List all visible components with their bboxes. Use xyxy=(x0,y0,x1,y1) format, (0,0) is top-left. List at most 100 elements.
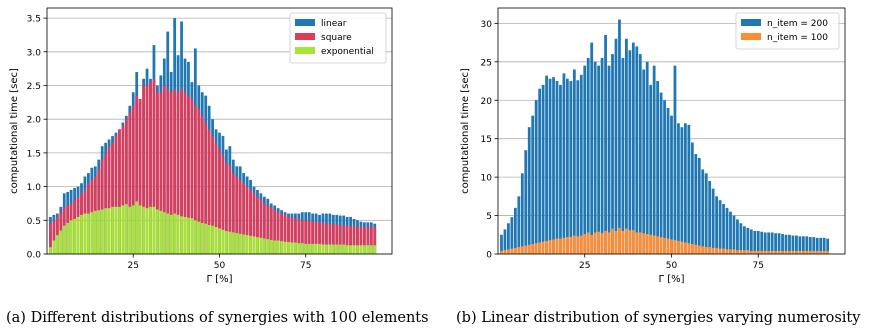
bar-series-1 xyxy=(524,150,528,254)
bar-series-2 xyxy=(722,248,725,254)
bar-series-1 xyxy=(808,237,812,254)
bar-series-2 xyxy=(670,239,673,254)
x-tick-label: 75 xyxy=(300,261,311,271)
bar-series-2 xyxy=(680,241,684,254)
y-tick-label: 5 xyxy=(486,212,492,222)
bar-series-1 xyxy=(555,81,559,254)
bar-series-1 xyxy=(534,100,538,254)
bar-series-1 xyxy=(677,123,680,254)
bar-series-2 xyxy=(325,223,328,254)
bar-series-3 xyxy=(128,206,132,254)
bar-series-2 xyxy=(697,245,701,254)
bar-series-1 xyxy=(545,75,548,255)
bar-series-3 xyxy=(311,243,315,254)
bar-series-2 xyxy=(746,250,750,254)
bar-series-2 xyxy=(207,129,211,254)
bar-series-2 xyxy=(124,119,128,255)
bar-series-1 xyxy=(739,223,743,254)
bar-series-1 xyxy=(798,236,802,254)
y-tick-label: 15 xyxy=(481,135,492,145)
bar-series-2 xyxy=(183,92,187,254)
bar-series-1 xyxy=(541,84,545,255)
bar-series-3 xyxy=(180,216,183,254)
bar-series-2 xyxy=(694,244,698,254)
bar-series-3 xyxy=(338,244,342,254)
bar-series-3 xyxy=(331,244,335,254)
bar-series-2 xyxy=(756,250,760,254)
bar-series-1 xyxy=(819,237,823,254)
bar-series-2 xyxy=(638,232,642,254)
bar-series-2 xyxy=(111,142,114,254)
y-tick-label: 20 xyxy=(481,97,493,107)
bar-series-3 xyxy=(273,240,277,254)
bar-series-3 xyxy=(59,230,63,254)
bar-series-1 xyxy=(628,50,632,254)
legend-label: square xyxy=(321,33,352,43)
bar-series-1 xyxy=(569,81,573,254)
legend-label: n_item = 200 xyxy=(767,19,828,29)
bar-series-2 xyxy=(611,228,614,254)
bar-series-3 xyxy=(266,239,270,254)
bar-series-1 xyxy=(586,57,590,254)
bar-series-1 xyxy=(666,107,670,254)
bar-series-3 xyxy=(242,234,246,254)
bar-series-2 xyxy=(725,249,729,254)
bar-series-3 xyxy=(142,206,145,254)
bar-series-2 xyxy=(262,203,266,254)
bar-series-3 xyxy=(176,214,180,254)
bar-series-2 xyxy=(142,85,145,254)
y-tick-label: 1.5 xyxy=(27,149,41,159)
bar-series-3 xyxy=(197,221,201,254)
bar-series-3 xyxy=(356,245,359,254)
bar-series-2 xyxy=(711,247,715,254)
bar-series-2 xyxy=(294,218,297,254)
bar-series-2 xyxy=(736,250,739,254)
bar-series-3 xyxy=(131,205,135,254)
bar-series-3 xyxy=(256,237,259,254)
bar-series-2 xyxy=(359,227,363,254)
bar-series-2 xyxy=(666,238,670,255)
bar-series-1 xyxy=(559,84,562,255)
bar-series-2 xyxy=(245,186,249,254)
bar-series-3 xyxy=(207,225,211,254)
bar-series-2 xyxy=(300,220,304,254)
bar-series-2 xyxy=(822,250,826,254)
bar-series-2 xyxy=(314,221,318,254)
bar-series-3 xyxy=(173,213,177,254)
bar-series-3 xyxy=(318,243,321,254)
bar-series-3 xyxy=(138,205,142,254)
bar-series-3 xyxy=(249,235,252,254)
bar-series-1 xyxy=(500,234,503,254)
bar-series-3 xyxy=(55,235,59,254)
bar-series-1 xyxy=(531,115,535,255)
bar-series-1 xyxy=(513,207,517,255)
bar-series-3 xyxy=(135,201,139,254)
bar-series-3 xyxy=(152,206,156,254)
bar-series-2 xyxy=(538,242,542,254)
bar-series-2 xyxy=(100,159,104,254)
bar-series-1 xyxy=(538,88,542,254)
bar-series-1 xyxy=(579,74,583,254)
bar-series-1 xyxy=(656,81,660,254)
bar-series-2 xyxy=(221,156,225,254)
bar-series-2 xyxy=(297,218,301,254)
bar-series-2 xyxy=(180,88,183,254)
bar-series-1 xyxy=(635,46,639,254)
bar-series-2 xyxy=(166,88,170,254)
bar-series-3 xyxy=(118,206,121,254)
bar-series-2 xyxy=(621,230,625,254)
bar-series-2 xyxy=(156,92,159,254)
bar-series-2 xyxy=(52,220,56,254)
bar-series-2 xyxy=(503,250,507,254)
bar-series-3 xyxy=(114,206,118,254)
bar-series-2 xyxy=(252,193,256,254)
bar-series-2 xyxy=(586,232,590,254)
bar-series-3 xyxy=(97,210,101,254)
x-tick-label: 75 xyxy=(753,261,764,271)
bar-series-2 xyxy=(683,242,687,254)
bar-series-1 xyxy=(822,237,826,254)
bar-series-2 xyxy=(708,247,712,254)
bar-series-3 xyxy=(231,232,235,254)
bar-series-2 xyxy=(159,92,163,254)
y-tick-label: 0.5 xyxy=(27,217,41,227)
